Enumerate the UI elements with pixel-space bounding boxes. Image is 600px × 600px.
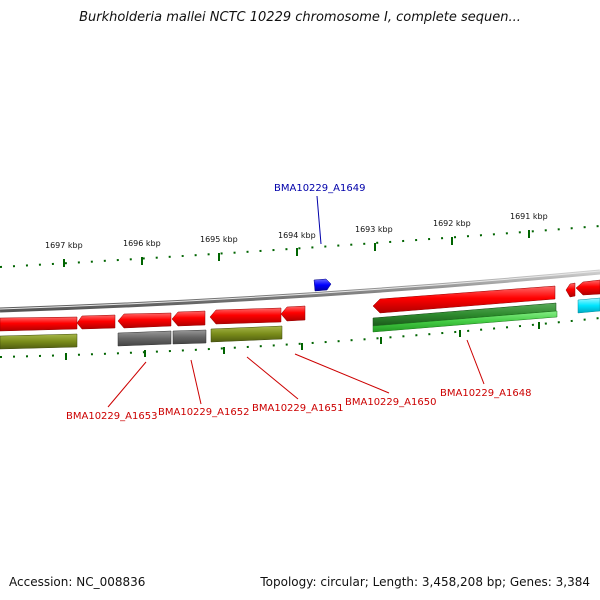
label-a1653[interactable]: BMA10229_A1653 bbox=[66, 411, 157, 422]
tick-label-1693: 1693 kbp bbox=[355, 225, 393, 234]
forward-cds-track bbox=[0, 279, 600, 332]
chromosome-backbone bbox=[0, 269, 600, 313]
leader-a1653 bbox=[107, 361, 147, 408]
cds-arrow[interactable] bbox=[565, 282, 576, 298]
label-a1649[interactable]: BMA10229_A1649 bbox=[274, 183, 365, 194]
backbone-shine bbox=[0, 270, 600, 310]
gene-bar-cyan[interactable] bbox=[577, 297, 600, 314]
gene-a1649-blue[interactable] bbox=[313, 278, 332, 292]
label-a1652[interactable]: BMA10229_A1652 bbox=[158, 407, 249, 418]
gene-labels: BMA10229_A1653 BMA10229_A1652 BMA10229_A… bbox=[66, 388, 531, 422]
gene-bar-grey[interactable] bbox=[172, 329, 207, 345]
leader-a1649 bbox=[316, 195, 322, 245]
topology-summary: Topology: circular; Length: 3,458,208 bp… bbox=[260, 575, 590, 589]
gene-bar-grey[interactable] bbox=[117, 330, 172, 347]
label-a1648[interactable]: BMA10229_A1648 bbox=[440, 388, 531, 399]
leader-a1651 bbox=[246, 356, 299, 400]
leader-a1650 bbox=[294, 353, 390, 394]
label-a1650[interactable]: BMA10229_A1650 bbox=[345, 397, 436, 408]
cds-arrow[interactable] bbox=[372, 285, 556, 314]
cds-arrow[interactable] bbox=[209, 307, 282, 325]
leader-a1652 bbox=[190, 359, 202, 405]
map-title: Burkholderia mallei NCTC 10229 chromosom… bbox=[79, 10, 521, 25]
leader-a1648 bbox=[466, 339, 485, 385]
cds-arrow[interactable] bbox=[280, 305, 306, 322]
cds-arrow[interactable] bbox=[76, 314, 116, 330]
leader-lines bbox=[107, 339, 485, 408]
label-a1651[interactable]: BMA10229_A1651 bbox=[252, 403, 343, 414]
gene-bar-olive[interactable] bbox=[0, 333, 78, 350]
upper-ruler bbox=[0, 225, 600, 268]
lower-ruler-dots bbox=[0, 317, 600, 358]
accession-text: Accession: NC_008836 bbox=[9, 575, 146, 589]
tick-label-1694: 1694 kbp bbox=[278, 231, 316, 240]
gene-bar-olive[interactable] bbox=[210, 325, 283, 343]
lower-ruler bbox=[0, 317, 600, 360]
upper-ruler-dots bbox=[0, 225, 600, 268]
gene-track bbox=[0, 297, 600, 350]
tick-label-1691: 1691 kbp bbox=[510, 212, 548, 221]
tick-label-1692: 1692 kbp bbox=[433, 219, 471, 228]
tick-label-1695: 1695 kbp bbox=[200, 235, 238, 244]
cds-arrow[interactable] bbox=[171, 310, 206, 327]
tick-labels: 1697 kbp 1696 kbp 1695 kbp 1694 kbp 1693… bbox=[45, 212, 548, 250]
gene-bar-light-green[interactable] bbox=[372, 310, 558, 333]
cds-arrow[interactable] bbox=[0, 316, 78, 332]
cds-arrow[interactable] bbox=[117, 312, 172, 329]
tick-label-1696: 1696 kbp bbox=[123, 239, 161, 248]
cds-arrow[interactable] bbox=[575, 279, 600, 296]
tick-label-1697: 1697 kbp bbox=[45, 241, 83, 250]
